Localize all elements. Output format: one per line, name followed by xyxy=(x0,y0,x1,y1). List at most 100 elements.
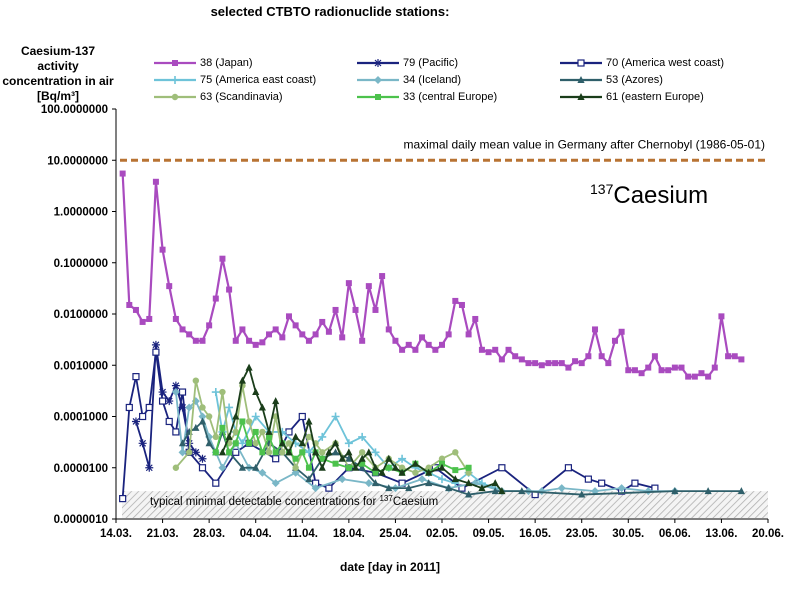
data-point xyxy=(385,484,393,492)
data-point xyxy=(532,360,539,367)
legend-swatch-marker xyxy=(171,93,179,101)
data-point xyxy=(725,353,732,360)
data-point xyxy=(598,479,606,487)
data-point xyxy=(265,449,273,456)
data-point xyxy=(119,495,127,503)
data-point xyxy=(212,449,219,456)
y-tick-label: 0.0001000 xyxy=(54,412,108,424)
data-point xyxy=(331,448,340,456)
data-point xyxy=(132,373,140,381)
series-line xyxy=(174,391,675,493)
legend-swatch xyxy=(154,93,196,101)
data-point xyxy=(345,454,353,462)
data-point xyxy=(198,464,207,472)
data-point xyxy=(598,353,605,360)
data-point xyxy=(738,356,745,363)
data-point xyxy=(225,432,233,440)
series-2 xyxy=(119,348,659,503)
data-point xyxy=(298,439,306,447)
data-point xyxy=(339,334,346,341)
y-tick-label: 0.1000000 xyxy=(54,258,108,270)
data-point xyxy=(232,440,239,447)
data-point xyxy=(611,337,618,344)
data-point xyxy=(678,364,685,371)
data-point xyxy=(159,246,166,253)
data-point xyxy=(392,337,399,344)
data-point xyxy=(266,433,273,440)
data-point xyxy=(398,468,406,476)
data-point xyxy=(172,464,180,471)
data-point xyxy=(439,460,445,467)
data-point xyxy=(191,448,200,457)
data-point xyxy=(232,337,239,344)
data-point xyxy=(319,449,326,456)
data-point xyxy=(252,463,260,471)
data-point xyxy=(266,331,273,338)
data-point xyxy=(304,448,313,457)
series-0 xyxy=(119,170,745,380)
y-axis-title-line: Caesium-137 activity xyxy=(20,44,96,73)
legend-swatch-marker xyxy=(577,59,585,67)
data-point xyxy=(345,448,353,456)
data-point xyxy=(325,448,333,456)
data-point xyxy=(359,337,366,344)
data-point xyxy=(178,388,187,396)
data-point xyxy=(305,337,312,344)
data-point xyxy=(232,448,240,456)
data-point xyxy=(425,464,432,471)
data-point xyxy=(218,463,227,472)
legend-swatch-marker xyxy=(374,76,382,84)
x-tick-label: 20.06. xyxy=(752,528,784,540)
data-point xyxy=(292,322,299,329)
data-point xyxy=(398,464,406,471)
data-point xyxy=(585,353,592,360)
data-point xyxy=(617,484,626,493)
data-point xyxy=(186,331,193,338)
data-point xyxy=(665,367,672,374)
data-point xyxy=(252,428,259,435)
data-point xyxy=(438,475,446,484)
data-point xyxy=(192,377,200,384)
isotope-label: 137Caesium xyxy=(590,181,708,209)
data-point xyxy=(372,306,379,313)
legend-swatch xyxy=(357,59,399,67)
data-point xyxy=(318,463,326,471)
data-point xyxy=(359,460,366,467)
data-point xyxy=(166,283,173,290)
data-point xyxy=(252,388,260,396)
y-tick-label: 10.0000000 xyxy=(47,155,108,167)
x-tick-label: 23.05. xyxy=(566,528,598,540)
y-tick-label: 0.0000100 xyxy=(54,463,108,475)
data-point xyxy=(564,464,573,472)
data-point xyxy=(332,306,339,313)
data-point xyxy=(131,417,140,426)
x-tick-label: 02.05. xyxy=(426,528,458,540)
legend-swatch-marker xyxy=(577,76,585,83)
data-point xyxy=(145,463,154,472)
data-point xyxy=(452,297,459,304)
data-point xyxy=(365,448,373,456)
data-point xyxy=(171,388,180,397)
data-point xyxy=(465,331,472,338)
data-point xyxy=(371,463,380,471)
x-tick-label: 13.06. xyxy=(705,528,737,540)
data-point xyxy=(139,318,146,325)
data-point xyxy=(252,440,259,447)
series-line xyxy=(121,351,656,499)
data-point xyxy=(319,318,326,325)
data-point xyxy=(365,283,372,290)
data-point xyxy=(126,301,133,308)
legend-swatch-marker xyxy=(577,93,585,100)
data-point xyxy=(165,397,174,406)
data-point xyxy=(146,315,153,322)
data-point xyxy=(319,455,326,462)
data-point xyxy=(651,353,658,360)
data-point xyxy=(239,326,246,333)
data-point xyxy=(498,464,506,472)
data-point xyxy=(438,455,446,462)
data-point xyxy=(239,418,246,425)
data-point xyxy=(252,341,259,348)
series-8 xyxy=(218,363,506,495)
data-point xyxy=(325,484,333,492)
data-point xyxy=(246,337,253,344)
